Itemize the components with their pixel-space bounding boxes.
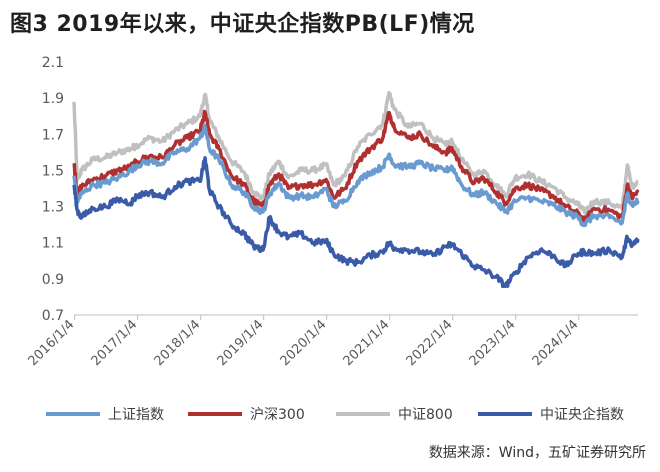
legend-item: 中证央企指数: [478, 406, 624, 423]
x-tick-label: 2021/1/4: [341, 317, 393, 369]
y-tick-label: 1.1: [42, 236, 64, 252]
x-tick-label: 2020/1/4: [278, 317, 330, 369]
legend-label: 中证央企指数: [540, 406, 624, 423]
y-tick-label: 0.9: [42, 272, 64, 288]
chart-title: 图3 2019年以来，中证央企指数PB(LF)情况: [10, 12, 475, 37]
y-tick-label: 1.3: [42, 200, 64, 216]
series-line-2: [72, 90, 640, 216]
source-note: 数据来源：Wind，五矿证券研究所: [428, 445, 646, 461]
series-line-3: [72, 156, 640, 289]
legend-item: 中证800: [336, 407, 453, 423]
y-tick-label: 2.1: [42, 55, 64, 71]
series-line-0: [72, 123, 640, 228]
series-line-1: [72, 109, 640, 224]
axis-layer: 0.7 0.9 1.1 1.3 1.5 1.7 1.9 2.1 2016/1/4 2017/1/4…: [26, 55, 638, 369]
legend-item: 沪深300: [188, 407, 305, 423]
legend-item: 上证指数: [46, 407, 164, 423]
x-tick-label: 2016/1/4: [26, 317, 78, 369]
legend-label: 沪深300: [250, 407, 305, 423]
x-tick-label: 2023/1/4: [467, 317, 519, 369]
series-layer: [72, 90, 640, 289]
y-tick-label: 1.5: [42, 163, 64, 179]
x-tick-label: 2017/1/4: [89, 317, 141, 369]
x-tick-label: 2024/1/4: [530, 317, 582, 369]
y-tick-label: 0.7: [42, 308, 64, 324]
legend-label: 中证800: [398, 407, 453, 423]
x-tick-label: 2022/1/4: [404, 317, 456, 369]
y-tick-label: 1.7: [42, 127, 64, 143]
legend: 上证指数 沪深300 中证800 中证央企指数: [46, 406, 624, 423]
x-tick-label: 2019/1/4: [215, 317, 267, 369]
y-tick-label: 1.9: [42, 91, 64, 107]
x-tick-label: 2018/1/4: [152, 317, 204, 369]
legend-label: 上证指数: [108, 407, 164, 423]
